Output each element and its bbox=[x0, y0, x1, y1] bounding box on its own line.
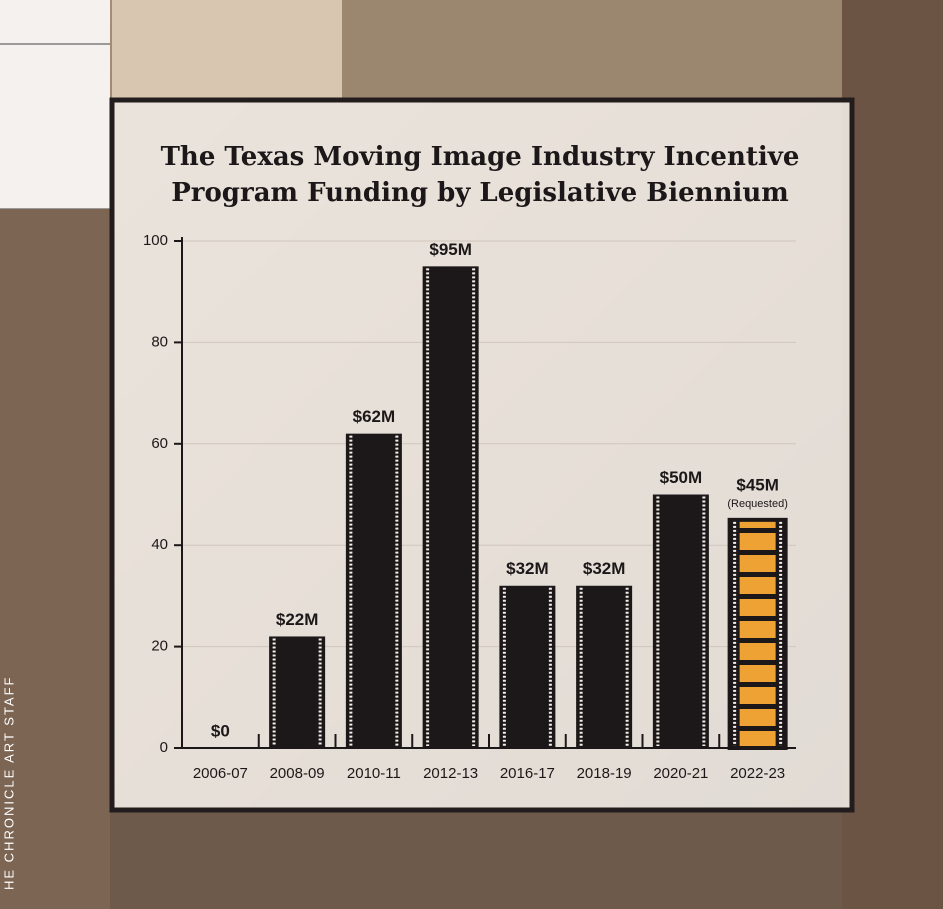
bar bbox=[346, 434, 402, 748]
value-label: $0 bbox=[211, 721, 230, 740]
value-label: $45M bbox=[736, 475, 779, 494]
value-label: $95M bbox=[429, 240, 472, 259]
y-tick-label: 0 bbox=[160, 739, 168, 756]
x-tick-label: 2010-11 bbox=[347, 765, 401, 782]
collage-tile bbox=[842, 0, 943, 909]
annotation: (Requested) bbox=[727, 498, 788, 510]
x-tick-label: 2008-09 bbox=[270, 765, 325, 782]
value-label: $32M bbox=[583, 559, 626, 578]
background-panel bbox=[0, 0, 110, 209]
credit: HE CHRONICLE ART STAFF bbox=[1, 676, 16, 890]
bar bbox=[499, 586, 555, 748]
y-tick-label: 100 bbox=[143, 232, 168, 249]
value-label: $62M bbox=[353, 407, 396, 426]
y-tick-label: 60 bbox=[151, 435, 168, 452]
x-tick-label: 2006-07 bbox=[193, 765, 248, 782]
value-label: $50M bbox=[660, 468, 703, 487]
x-tick-label: 2022-23 bbox=[730, 765, 785, 782]
value-label: $22M bbox=[276, 610, 319, 629]
bar bbox=[269, 636, 325, 748]
x-tick-label: 2012-13 bbox=[423, 765, 478, 782]
x-tick-label: 2018-19 bbox=[577, 765, 632, 782]
collage-tile bbox=[112, 0, 342, 100]
collage-tile bbox=[342, 0, 842, 100]
bar bbox=[423, 266, 479, 748]
page: The Texas Moving Image Industry Incentiv… bbox=[0, 0, 943, 909]
x-tick-label: 2016-17 bbox=[500, 765, 555, 782]
value-label: $32M bbox=[506, 559, 549, 578]
collage-tile bbox=[110, 812, 842, 909]
y-tick-label: 40 bbox=[151, 536, 168, 553]
y-tick-label: 80 bbox=[151, 333, 168, 350]
y-tick-label: 20 bbox=[151, 638, 168, 655]
chart: The Texas Moving Image Industry Incentiv… bbox=[0, 0, 943, 909]
bar bbox=[576, 586, 632, 748]
x-tick-label: 2020-21 bbox=[653, 765, 708, 782]
bar bbox=[653, 495, 709, 749]
collage-tile bbox=[0, 209, 110, 909]
